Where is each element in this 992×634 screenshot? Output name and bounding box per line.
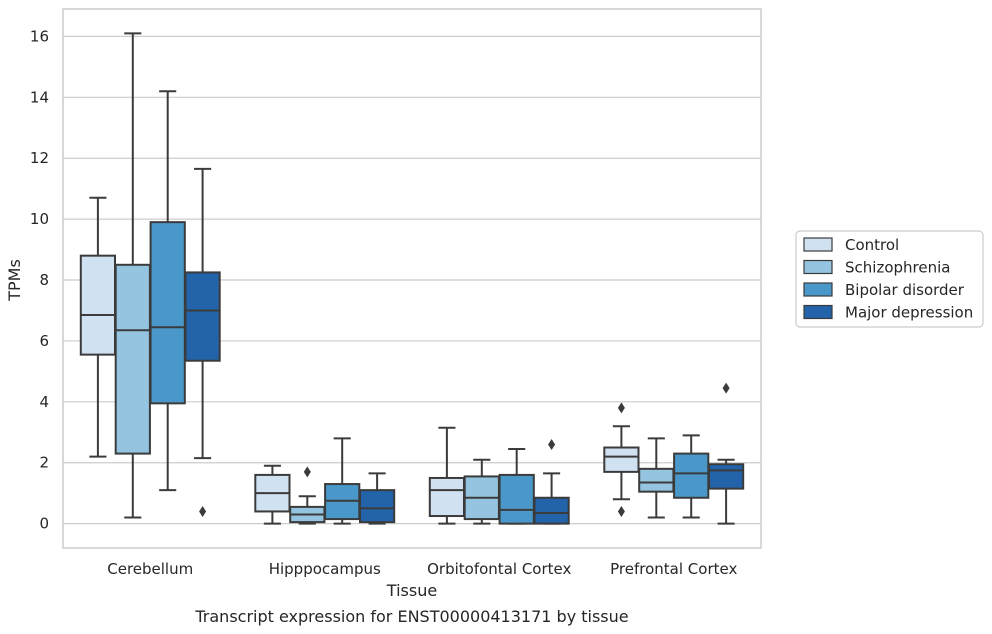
iqr-box	[533, 496, 570, 525]
box-control	[254, 464, 291, 525]
y-tick-labels: 0 2 4 6 8 10 12 14 16	[30, 27, 49, 532]
outlier-point	[199, 505, 207, 517]
y-tick-label: 14	[30, 88, 49, 106]
outlier-point	[617, 402, 625, 414]
box-bipolar-disorder	[149, 90, 186, 492]
iqr-box	[638, 467, 675, 493]
box-major-depression	[533, 438, 570, 525]
y-tick-label: 0	[39, 515, 49, 533]
y-tick-label: 12	[30, 149, 49, 167]
y-tick-label: 10	[30, 210, 49, 228]
y-tick-label: 4	[39, 393, 49, 411]
box-bipolar-disorder	[498, 448, 535, 525]
figure-caption: Transcript expression for ENST0000041317…	[194, 607, 628, 626]
box-major-depression	[184, 167, 221, 517]
iqr-box	[149, 221, 186, 405]
legend-swatch	[803, 304, 833, 320]
box-bipolar-disorder	[324, 437, 361, 525]
iqr-box	[79, 254, 117, 356]
legend-label: Schizophrenia	[845, 259, 950, 277]
legend-label: Control	[845, 236, 899, 254]
box-schizophrenia	[638, 437, 675, 519]
box-major-depression	[358, 472, 396, 525]
outlier-point	[722, 382, 730, 394]
iqr-box	[603, 446, 640, 473]
box-control	[428, 426, 466, 525]
iqr-box	[358, 489, 396, 524]
box-groups	[79, 32, 745, 525]
box-control	[603, 402, 640, 517]
legend-swatch	[803, 237, 833, 252]
iqr-box	[184, 271, 221, 362]
legend-swatch	[803, 259, 833, 275]
y-axis-label: TPMs	[5, 259, 24, 302]
iqr-box	[498, 473, 535, 525]
x-tick-label: Hipppocampus	[269, 560, 381, 578]
legend-label: Major depression	[845, 304, 973, 322]
box-control	[79, 196, 117, 458]
x-tick-labels: Cerebellum Hipppocampus Orbitofontal Corte…	[107, 560, 737, 578]
plot-frame	[62, 8, 762, 549]
x-tick-label: Cerebellum	[107, 560, 193, 578]
x-tick-label: Prefrontal Cortex	[610, 560, 737, 578]
y-tick-label: 16	[30, 27, 49, 45]
legend: Control Schizophrenia Bipolar disorder Majo…	[795, 230, 984, 328]
y-tick-label: 6	[39, 332, 49, 350]
legend-swatch	[803, 282, 833, 297]
iqr-box	[707, 463, 745, 490]
iqr-box	[114, 263, 151, 455]
outlier-point	[548, 438, 556, 450]
iqr-box	[428, 476, 466, 518]
x-axis-label: Tissue	[386, 581, 437, 600]
y-tick-label: 2	[39, 454, 49, 472]
y-tick-label: 8	[39, 271, 49, 289]
outlier-point	[617, 505, 625, 517]
iqr-box	[673, 452, 710, 499]
box-major-depression	[707, 382, 745, 525]
legend-frame	[795, 230, 984, 328]
outlier-point	[303, 466, 311, 478]
legend-label: Bipolar disorder	[845, 281, 965, 299]
x-tick-label: Orbitofontal Cortex	[427, 560, 571, 578]
